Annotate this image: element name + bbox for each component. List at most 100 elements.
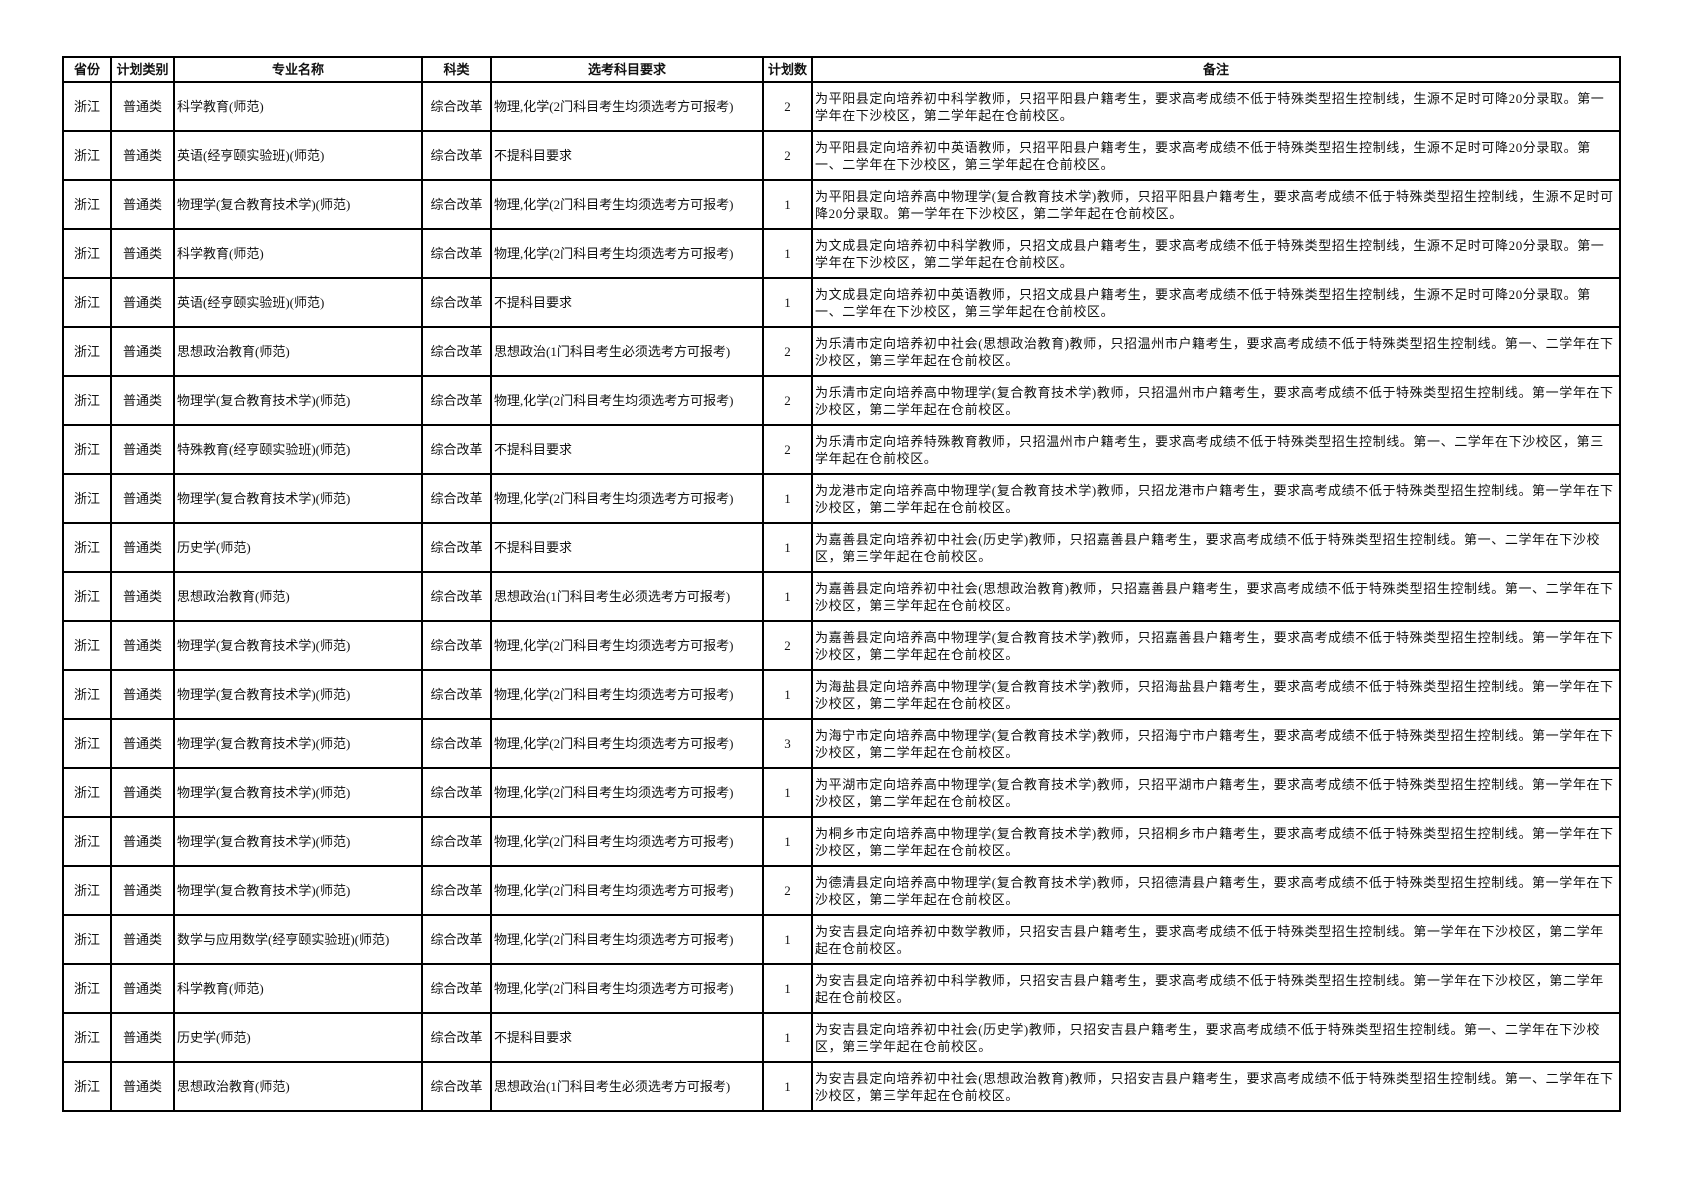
cell-plan-type: 普通类	[110, 865, 175, 916]
header-subject-requirement: 选考科目要求	[490, 56, 764, 83]
cell-province: 浙江	[62, 424, 112, 475]
header-province: 省份	[62, 56, 112, 83]
cell-plan-type: 普通类	[110, 571, 175, 622]
cell-plan-count: 2	[762, 620, 813, 671]
cell-plan-type: 普通类	[110, 816, 175, 867]
table-row: 浙江 普通类 思想政治教育(师范) 综合改革 思想政治(1门科目考生必须选考方可报考) 1…	[62, 571, 1621, 622]
cell-province: 浙江	[62, 326, 112, 377]
cell-province: 浙江	[62, 718, 112, 769]
cell-major: 英语(经亨颐实验班)(师范)	[173, 277, 423, 328]
cell-major: 物理学(复合教育技术学)(师范)	[173, 718, 423, 769]
table-row: 浙江 普通类 思想政治教育(师范) 综合改革 思想政治(1门科目考生必须选考方可报考) 1…	[62, 1061, 1621, 1112]
cell-major: 特殊教育(经亨颐实验班)(师范)	[173, 424, 423, 475]
header-major: 专业名称	[173, 56, 423, 83]
cell-major: 物理学(复合教育技术学)(师范)	[173, 816, 423, 867]
cell-plan-count: 1	[762, 179, 813, 230]
cell-province: 浙江	[62, 620, 112, 671]
cell-subject-requirement: 物理,化学(2门科目考生均须选考方可报考)	[490, 865, 764, 916]
cell-major: 数学与应用数学(经亨颐实验班)(师范)	[173, 914, 423, 965]
table-row: 浙江 普通类 物理学(复合教育技术学)(师范) 综合改革 物理,化学(2门科目考生均须选…	[62, 816, 1621, 867]
cell-subject-requirement: 物理,化学(2门科目考生均须选考方可报考)	[490, 963, 764, 1014]
cell-plan-type: 普通类	[110, 522, 175, 573]
cell-remark: 为龙港市定向培养高中物理学(复合教育技术学)教师，只招龙港市户籍考生，要求高考成…	[811, 473, 1621, 524]
cell-major: 物理学(复合教育技术学)(师范)	[173, 473, 423, 524]
cell-category: 综合改革	[421, 1012, 492, 1063]
cell-plan-type: 普通类	[110, 914, 175, 965]
cell-remark: 为海盐县定向培养高中物理学(复合教育技术学)教师，只招海盐县户籍考生，要求高考成…	[811, 669, 1621, 720]
cell-category: 综合改革	[421, 522, 492, 573]
cell-subject-requirement: 思想政治(1门科目考生必须选考方可报考)	[490, 571, 764, 622]
table-row: 浙江 普通类 物理学(复合教育技术学)(师范) 综合改革 物理,化学(2门科目考生均须选…	[62, 718, 1621, 769]
table-row: 浙江 普通类 特殊教育(经亨颐实验班)(师范) 综合改革 不提科目要求 2 为乐清市定向培养…	[62, 424, 1621, 475]
header-row: 省份 计划类别 专业名称 科类 选考科目要求 计划数 备注	[62, 56, 1621, 83]
cell-plan-count: 1	[762, 522, 813, 573]
cell-remark: 为嘉善县定向培养高中物理学(复合教育技术学)教师，只招嘉善县户籍考生，要求高考成…	[811, 620, 1621, 671]
cell-province: 浙江	[62, 179, 112, 230]
cell-plan-type: 普通类	[110, 130, 175, 181]
cell-plan-type: 普通类	[110, 620, 175, 671]
cell-category: 综合改革	[421, 816, 492, 867]
cell-province: 浙江	[62, 81, 112, 132]
table-row: 浙江 普通类 英语(经亨颐实验班)(师范) 综合改革 不提科目要求 2 为平阳县定向培养初中…	[62, 130, 1621, 181]
table-row: 浙江 普通类 物理学(复合教育技术学)(师范) 综合改革 物理,化学(2门科目考生均须选…	[62, 473, 1621, 524]
cell-province: 浙江	[62, 571, 112, 622]
table-row: 浙江 普通类 思想政治教育(师范) 综合改革 思想政治(1门科目考生必须选考方可报考) 2…	[62, 326, 1621, 377]
table-row: 浙江 普通类 物理学(复合教育技术学)(师范) 综合改革 物理,化学(2门科目考生均须选…	[62, 669, 1621, 720]
table-row: 浙江 普通类 科学教育(师范) 综合改革 物理,化学(2门科目考生均须选考方可报考) 2 为…	[62, 81, 1621, 132]
cell-plan-count: 2	[762, 130, 813, 181]
cell-province: 浙江	[62, 669, 112, 720]
cell-plan-count: 1	[762, 277, 813, 328]
cell-category: 综合改革	[421, 865, 492, 916]
cell-category: 综合改革	[421, 718, 492, 769]
cell-remark: 为嘉善县定向培养初中社会(历史学)教师，只招嘉善县户籍考生，要求高考成绩不低于特…	[811, 522, 1621, 573]
cell-subject-requirement: 不提科目要求	[490, 1012, 764, 1063]
cell-major: 思想政治教育(师范)	[173, 1061, 423, 1112]
table-row: 浙江 普通类 物理学(复合教育技术学)(师范) 综合改革 物理,化学(2门科目考生均须选…	[62, 767, 1621, 818]
table-row: 浙江 普通类 历史学(师范) 综合改革 不提科目要求 1 为嘉善县定向培养初中社会(历史学)…	[62, 522, 1621, 573]
cell-subject-requirement: 物理,化学(2门科目考生均须选考方可报考)	[490, 914, 764, 965]
cell-remark: 为安吉县定向培养初中科学教师，只招安吉县户籍考生，要求高考成绩不低于特殊类型招生…	[811, 963, 1621, 1014]
cell-plan-count: 1	[762, 669, 813, 720]
cell-plan-count: 1	[762, 816, 813, 867]
cell-province: 浙江	[62, 1012, 112, 1063]
cell-major: 物理学(复合教育技术学)(师范)	[173, 375, 423, 426]
cell-major: 物理学(复合教育技术学)(师范)	[173, 179, 423, 230]
cell-remark: 为嘉善县定向培养初中社会(思想政治教育)教师，只招嘉善县户籍考生，要求高考成绩不…	[811, 571, 1621, 622]
cell-plan-type: 普通类	[110, 718, 175, 769]
cell-category: 综合改革	[421, 669, 492, 720]
cell-remark: 为德清县定向培养高中物理学(复合教育技术学)教师，只招德清县户籍考生，要求高考成…	[811, 865, 1621, 916]
cell-plan-count: 1	[762, 1061, 813, 1112]
cell-plan-count: 2	[762, 375, 813, 426]
cell-province: 浙江	[62, 816, 112, 867]
cell-province: 浙江	[62, 473, 112, 524]
cell-plan-type: 普通类	[110, 228, 175, 279]
cell-plan-type: 普通类	[110, 179, 175, 230]
cell-remark: 为安吉县定向培养初中社会(思想政治教育)教师，只招安吉县户籍考生，要求高考成绩不…	[811, 1061, 1621, 1112]
cell-category: 综合改革	[421, 228, 492, 279]
cell-subject-requirement: 物理,化学(2门科目考生均须选考方可报考)	[490, 228, 764, 279]
cell-major: 科学教育(师范)	[173, 228, 423, 279]
cell-province: 浙江	[62, 228, 112, 279]
cell-category: 综合改革	[421, 767, 492, 818]
cell-plan-type: 普通类	[110, 1061, 175, 1112]
cell-plan-type: 普通类	[110, 424, 175, 475]
cell-major: 物理学(复合教育技术学)(师范)	[173, 669, 423, 720]
cell-remark: 为文成县定向培养初中英语教师，只招文成县户籍考生，要求高考成绩不低于特殊类型招生…	[811, 277, 1621, 328]
header-plan-type: 计划类别	[110, 56, 175, 83]
cell-category: 综合改革	[421, 81, 492, 132]
cell-category: 综合改革	[421, 375, 492, 426]
cell-subject-requirement: 物理,化学(2门科目考生均须选考方可报考)	[490, 816, 764, 867]
cell-major: 科学教育(师范)	[173, 81, 423, 132]
cell-plan-type: 普通类	[110, 1012, 175, 1063]
cell-category: 综合改革	[421, 1061, 492, 1112]
cell-plan-count: 1	[762, 473, 813, 524]
cell-plan-type: 普通类	[110, 473, 175, 524]
cell-province: 浙江	[62, 865, 112, 916]
table-body: 浙江 普通类 科学教育(师范) 综合改革 物理,化学(2门科目考生均须选考方可报考) 2 为…	[62, 81, 1621, 1112]
cell-subject-requirement: 思想政治(1门科目考生必须选考方可报考)	[490, 326, 764, 377]
cell-major: 物理学(复合教育技术学)(师范)	[173, 767, 423, 818]
cell-remark: 为乐清市定向培养初中社会(思想政治教育)教师，只招温州市户籍考生，要求高考成绩不…	[811, 326, 1621, 377]
table-row: 浙江 普通类 物理学(复合教育技术学)(师范) 综合改革 物理,化学(2门科目考生均须选…	[62, 865, 1621, 916]
table-row: 浙江 普通类 物理学(复合教育技术学)(师范) 综合改革 物理,化学(2门科目考生均须选…	[62, 179, 1621, 230]
cell-plan-count: 1	[762, 963, 813, 1014]
